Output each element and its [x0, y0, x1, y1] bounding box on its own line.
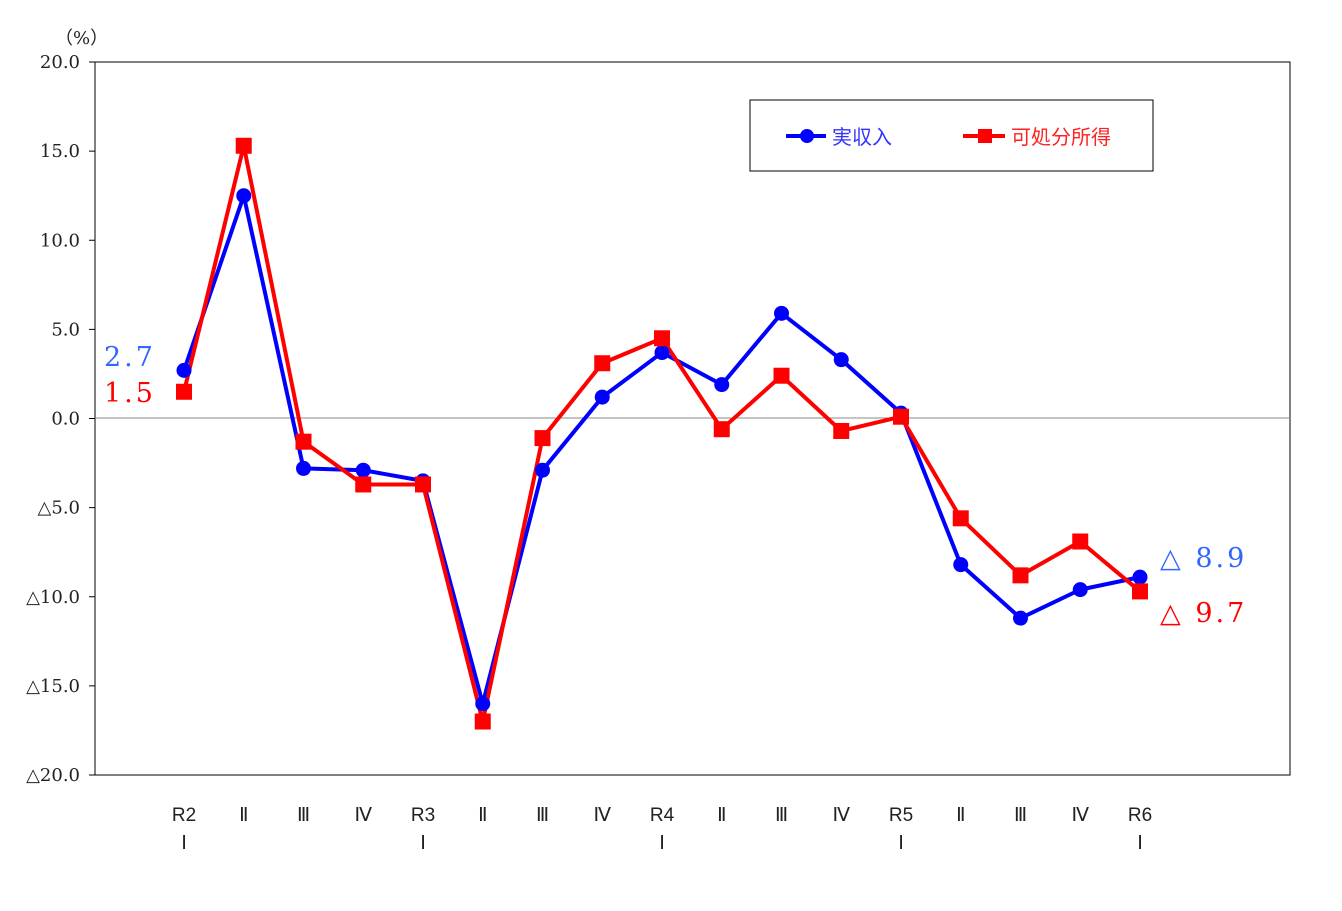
- data-point-square: [176, 383, 192, 400]
- y-tick-label: △5.0: [38, 498, 80, 519]
- annotation-blue-last: △ 8.9: [1160, 543, 1247, 574]
- data-point-circle: [594, 389, 610, 405]
- data-point-square: [534, 430, 551, 447]
- y-tick-label: 15.0: [40, 141, 80, 162]
- x-tick-sublabel: Ⅰ: [1137, 833, 1143, 854]
- y-tick-label: 5.0: [51, 319, 80, 340]
- x-tick-label: R6: [1128, 805, 1152, 826]
- data-point-circle: [714, 377, 730, 393]
- x-tick-label: Ⅳ: [354, 805, 372, 826]
- data-point-square: [893, 408, 909, 425]
- data-point-square: [594, 355, 611, 372]
- x-tick-label: Ⅲ: [1014, 805, 1027, 826]
- x-tick-label: Ⅳ: [832, 805, 850, 826]
- data-point-circle: [1013, 610, 1028, 626]
- legend-label-income: 実収入: [832, 125, 892, 149]
- data-point-circle: [355, 462, 371, 478]
- data-point-circle: [1072, 582, 1088, 598]
- x-tick-label: Ⅱ: [239, 805, 248, 826]
- data-point-square: [952, 510, 969, 527]
- x-tick-label: Ⅳ: [593, 805, 611, 826]
- y-tick-label: 0.0: [51, 409, 80, 430]
- x-tick-label: R5: [889, 805, 913, 826]
- unit-label: （%）: [55, 28, 108, 49]
- y-tick-label: △15.0: [26, 676, 80, 697]
- x-tick-label: Ⅱ: [956, 805, 965, 826]
- data-point-circle: [296, 460, 311, 476]
- data-point-square: [773, 367, 790, 384]
- x-tick-sublabel: Ⅰ: [420, 833, 426, 854]
- x-tick-label: Ⅲ: [297, 805, 310, 826]
- y-tick-label: △10.0: [26, 587, 80, 608]
- y-tick-label: 20.0: [40, 52, 80, 73]
- x-tick-sublabel: Ⅰ: [181, 833, 187, 854]
- data-point-circle: [654, 345, 670, 361]
- data-point-square: [1132, 583, 1148, 600]
- data-point-circle: [475, 696, 491, 712]
- legend-marker-circle-icon: [800, 129, 814, 143]
- y-tick-label: 10.0: [40, 230, 80, 251]
- x-tick-label: R2: [172, 805, 196, 826]
- data-point-square: [1012, 567, 1029, 584]
- data-point-circle: [236, 188, 252, 204]
- x-tick-label: R3: [411, 805, 435, 826]
- legend-label-disposable-income: 可処分所得: [1011, 125, 1111, 149]
- data-point-circle: [774, 305, 789, 321]
- data-point-square: [415, 476, 431, 493]
- data-point-square: [1072, 533, 1089, 550]
- data-point-circle: [953, 557, 969, 573]
- x-tick-label: R4: [650, 805, 675, 826]
- data-point-square: [474, 713, 491, 730]
- y-tick-label: △20.0: [26, 765, 80, 786]
- x-tick-label: Ⅱ: [478, 805, 487, 826]
- x-tick-label: Ⅲ: [775, 805, 788, 826]
- data-point-circle: [176, 362, 192, 378]
- data-point-circle: [1132, 569, 1148, 585]
- data-point-circle: [833, 352, 849, 368]
- data-point-square: [833, 422, 850, 439]
- data-point-square: [355, 476, 372, 493]
- data-point-square: [654, 330, 670, 347]
- legend-marker-square-icon: [978, 129, 992, 143]
- annotation-red-first: 1.5: [104, 378, 156, 409]
- x-tick-sublabel: Ⅰ: [898, 833, 904, 854]
- data-point-square: [713, 421, 730, 438]
- data-point-circle: [535, 462, 550, 478]
- x-tick-label: Ⅲ: [536, 805, 549, 826]
- annotation-blue-first: 2.7: [104, 342, 156, 373]
- data-point-square: [295, 433, 312, 450]
- x-tick-label: Ⅱ: [717, 805, 726, 826]
- x-tick-label: Ⅳ: [1071, 805, 1089, 826]
- legend: 実収入 可処分所得: [749, 99, 1154, 172]
- annotation-red-last: △ 9.7: [1160, 598, 1247, 629]
- data-point-square: [235, 137, 252, 154]
- x-tick-sublabel: Ⅰ: [659, 833, 665, 854]
